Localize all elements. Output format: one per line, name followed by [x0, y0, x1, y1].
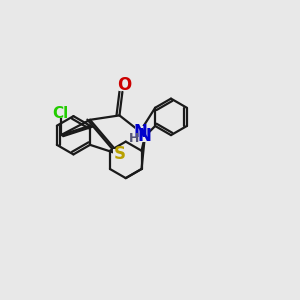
FancyBboxPatch shape — [118, 82, 129, 91]
Text: Cl: Cl — [52, 106, 69, 121]
FancyBboxPatch shape — [140, 131, 150, 142]
Text: N: N — [133, 123, 147, 141]
FancyBboxPatch shape — [53, 108, 68, 119]
Text: N: N — [138, 127, 152, 145]
Text: O: O — [117, 76, 131, 94]
FancyBboxPatch shape — [113, 149, 126, 160]
Text: S: S — [113, 146, 125, 164]
Text: H: H — [128, 133, 139, 146]
FancyBboxPatch shape — [135, 126, 146, 137]
